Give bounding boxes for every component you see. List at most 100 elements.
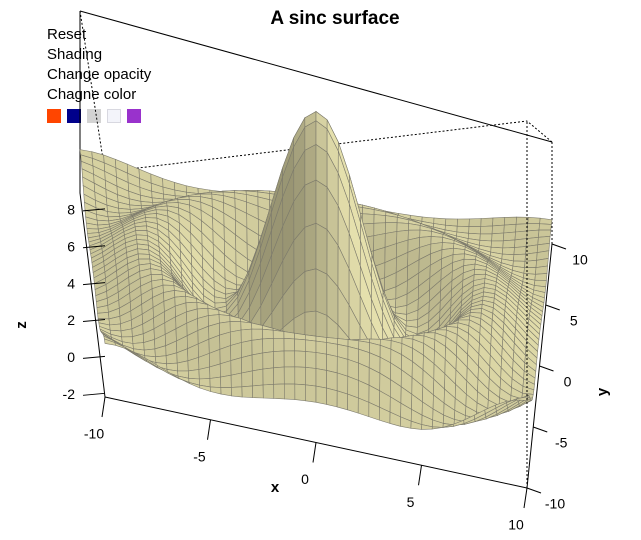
z-tick [82,282,106,286]
surface-facet [315,368,327,389]
surface-facet [283,366,296,385]
surface-facet [373,214,387,224]
surface-facet [502,231,516,242]
surface-facet [241,370,253,388]
surface-facet [535,265,548,275]
color-swatches [47,109,151,123]
surface-facet [273,350,285,369]
z-tick-label: 8 [67,202,75,218]
z-tick [82,355,106,359]
surface-facet [539,217,553,225]
z-tick-label: 4 [67,275,75,291]
swatch-orange[interactable] [47,109,61,123]
change-opacity-button[interactable]: Change opacity [47,66,152,83]
box-edge [79,10,106,173]
x-tick-label: 0 [301,471,309,487]
x-axis-label: x [271,479,280,496]
surface-facet [315,143,328,188]
surface-facet [473,268,487,276]
surface-facet [262,351,274,370]
surface-facet [262,337,274,354]
surface-facet [305,366,317,387]
surface-facet [241,385,254,398]
surface-facet [187,369,200,380]
surface-facet [315,352,327,371]
surface-facet [272,337,285,352]
y-tick-label: 5 [570,313,578,329]
surface-facet [294,350,306,368]
swatch-navy[interactable] [67,109,81,123]
x-tick [101,396,106,418]
x-tick-label: 10 [508,517,524,533]
surface-facet [468,218,482,227]
surface-facet [336,390,349,411]
surface-facet [137,253,151,260]
surface-facet [272,329,285,339]
surface-facet [273,366,285,385]
surface-facet [491,224,505,235]
x-tick [418,465,422,486]
surface-facet [283,337,296,352]
surface-facet [230,372,243,388]
surface-facet [315,340,328,355]
surface-facet [230,386,243,398]
z-tick-label: 2 [67,312,75,328]
surface-facet [220,374,232,388]
surface-facet [326,387,338,408]
y-tick-label: -10 [545,496,565,512]
surface-facet [492,217,506,227]
surface-facet [326,370,338,392]
reset-button[interactable]: Reset [47,26,87,43]
y-tick-label: -5 [555,435,568,451]
surface-facet [315,268,328,316]
surface-facet [137,248,150,255]
surface-facet [230,357,243,376]
x-axis: -10 -5 0 5 10 x [84,396,528,533]
change-color-button[interactable]: Chagne color [47,86,137,103]
x-tick [207,419,211,440]
surface-facet [491,232,505,242]
surface-facet [468,226,482,235]
surface-facet [304,339,317,353]
y-tick [526,487,542,494]
surface-facet [251,338,264,356]
surface-facet [315,222,328,275]
surface-facet [209,376,222,388]
surface-facet [501,247,515,256]
surface-facet [315,179,328,231]
swatch-lightgray[interactable] [87,109,101,123]
z-axis-label: z [13,321,30,329]
surface-facet [252,384,264,399]
swatch-ghostwhite[interactable] [107,109,121,123]
z-tick-label: -2 [63,386,76,402]
surface-facet [294,338,306,352]
surface-facet [273,383,285,400]
surface-facet [480,217,494,227]
control-menu: Reset Shading Change opacity Chagne colo… [47,25,151,123]
surface-facet [513,246,527,256]
surface-facet [515,396,528,401]
surface-facet [431,426,444,430]
surface-facet [283,331,295,340]
x-tick-label: 5 [407,494,415,510]
surface-facet [305,351,317,369]
surface-facet [304,144,317,186]
y-tick-label: 10 [572,252,588,268]
surface-facet [315,385,327,405]
box-edge [79,192,106,398]
surface-facet [503,223,517,234]
surface-facet [251,368,264,387]
surface-facet [479,225,493,235]
surface-facet [294,366,306,386]
box-edge [79,10,553,143]
surface-facet [220,387,232,397]
surface-facet [336,372,349,395]
shading-button[interactable]: Shading [47,46,103,63]
y-tick [533,426,548,433]
surface-facet [241,354,253,374]
swatch-purple[interactable] [127,109,141,123]
surface-facet [513,253,526,262]
y-tick [539,365,554,372]
x-tick-label: -5 [193,448,206,464]
